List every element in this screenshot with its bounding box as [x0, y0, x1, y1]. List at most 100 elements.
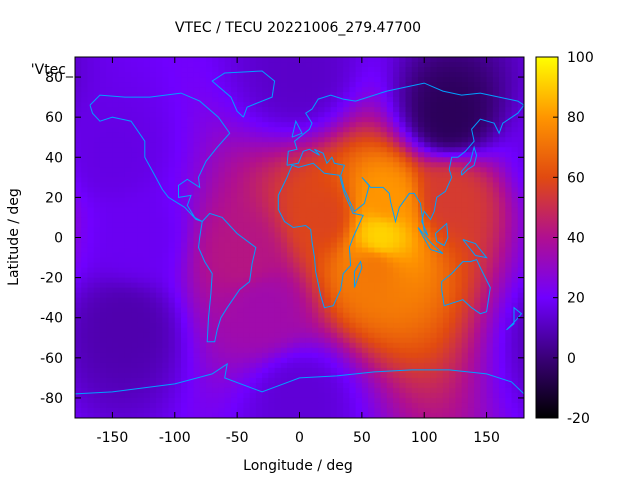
heatmap-cell [268, 67, 276, 73]
heatmap-cell [168, 192, 176, 198]
heatmap-cell [361, 152, 369, 158]
heatmap-cell [405, 227, 413, 234]
heatmap-cell [262, 242, 269, 249]
heatmap-cell [237, 362, 244, 369]
heatmap-cell [505, 247, 513, 254]
heatmap-cell [193, 377, 201, 384]
heatmap-cell [405, 122, 413, 128]
heatmap-cell [243, 267, 251, 274]
heatmap-cell [336, 342, 344, 349]
heatmap-cell [305, 332, 313, 339]
heatmap-cell [511, 272, 519, 279]
heatmap-cell [143, 372, 151, 379]
heatmap-cell [386, 147, 394, 153]
heatmap-cell [361, 362, 369, 369]
heatmap-cell [262, 142, 269, 148]
heatmap-cell [149, 217, 157, 224]
heatmap-cell [305, 302, 313, 309]
heatmap-cell [224, 57, 232, 63]
heatmap-cell [224, 397, 232, 404]
heatmap-cell [156, 207, 163, 214]
heatmap-cell [405, 347, 413, 354]
heatmap-cell [436, 252, 444, 259]
heatmap-cell [499, 327, 506, 334]
heatmap-cell [455, 162, 463, 168]
heatmap-cell [330, 307, 338, 314]
heatmap-cell [168, 342, 176, 349]
heatmap-cell [274, 177, 282, 183]
heatmap-cell [492, 172, 500, 178]
heatmap-cell [511, 342, 519, 349]
heatmap-cell [181, 192, 188, 198]
heatmap-cell [393, 192, 400, 198]
heatmap-cell [349, 192, 357, 198]
heatmap-cell [474, 207, 481, 214]
heatmap-cell [318, 127, 326, 133]
heatmap-cell [511, 362, 519, 369]
heatmap-cell [93, 192, 101, 198]
heatmap-cell [168, 117, 176, 123]
heatmap-cell [205, 247, 213, 254]
heatmap-cell [75, 72, 82, 78]
heatmap-cell [156, 167, 163, 173]
heatmap-cell [99, 227, 107, 234]
heatmap-cell [168, 202, 176, 209]
heatmap-cell [262, 392, 269, 399]
heatmap-cell [318, 117, 326, 123]
heatmap-cell [280, 267, 288, 274]
heatmap-cell [349, 272, 357, 279]
heatmap-cell [249, 97, 257, 103]
heatmap-cell [181, 62, 188, 68]
heatmap-cell [268, 382, 276, 389]
heatmap-cell [199, 352, 207, 359]
heatmap-cell [162, 372, 170, 379]
heatmap-cell [218, 397, 226, 404]
heatmap-cell [187, 297, 195, 304]
heatmap-cell [449, 102, 457, 108]
heatmap-cell [417, 147, 425, 153]
heatmap-cell [99, 202, 107, 209]
heatmap-cell [212, 307, 220, 314]
heatmap-cell [474, 92, 481, 98]
heatmap-cell [449, 197, 457, 203]
heatmap-cell [311, 362, 319, 369]
heatmap-cell [511, 157, 519, 163]
heatmap-cell [156, 272, 163, 279]
heatmap-cell [442, 352, 450, 359]
heatmap-cell [393, 132, 400, 138]
heatmap-cell [112, 392, 120, 399]
heatmap-cell [499, 397, 506, 404]
heatmap-cell [399, 92, 407, 98]
heatmap-cell [430, 222, 438, 229]
heatmap-cell [361, 242, 369, 249]
heatmap-cell [162, 157, 170, 163]
heatmap-cell [499, 387, 506, 394]
heatmap-cell [461, 277, 469, 284]
heatmap-cell [349, 87, 357, 93]
heatmap-cell [112, 332, 120, 339]
heatmap-cell [324, 207, 332, 214]
heatmap-cell [343, 212, 350, 219]
heatmap-cell [411, 162, 419, 168]
heatmap-cell [374, 367, 382, 374]
heatmap-cell [81, 177, 89, 183]
heatmap-cell [143, 142, 151, 148]
heatmap-cell [280, 387, 288, 394]
heatmap-cell [162, 297, 170, 304]
heatmap-cell [361, 342, 369, 349]
heatmap-cell [193, 282, 201, 289]
heatmap-cell [199, 247, 207, 254]
heatmap-cell [330, 237, 338, 244]
heatmap-cell [318, 252, 326, 259]
heatmap-cell [137, 217, 145, 224]
heatmap-cell [137, 347, 145, 354]
heatmap-cell [430, 77, 438, 83]
heatmap-cell [305, 247, 313, 254]
heatmap-cell [474, 67, 481, 73]
heatmap-cell [218, 292, 226, 299]
heatmap-cell [455, 282, 463, 289]
heatmap-cell [455, 252, 463, 259]
heatmap-cell [474, 197, 481, 203]
heatmap-cell [511, 357, 519, 364]
heatmap-cell [137, 297, 145, 304]
